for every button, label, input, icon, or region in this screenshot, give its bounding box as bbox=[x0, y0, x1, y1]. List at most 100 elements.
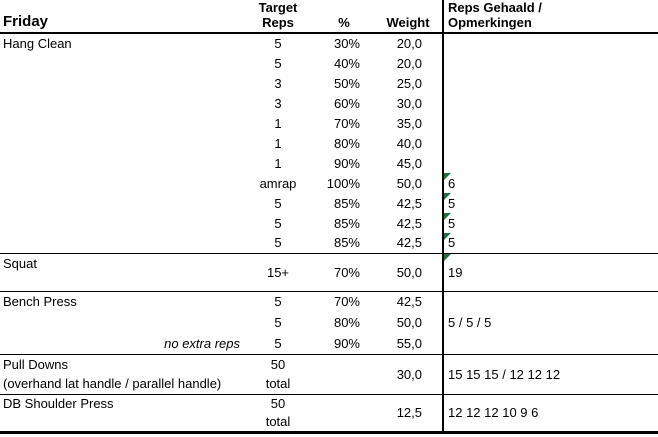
target-reps-cell[interactable]: 5 bbox=[274, 335, 282, 351]
result-cell[interactable]: 5 bbox=[442, 213, 658, 233]
target-reps-cell[interactable]: 3 bbox=[274, 95, 282, 111]
exercise-name[interactable]: Squat bbox=[0, 252, 242, 291]
percent-cell[interactable]: 90% bbox=[333, 335, 360, 351]
header-target-reps[interactable]: Target Reps bbox=[242, 0, 314, 34]
weight-cell[interactable]: 42,5 bbox=[374, 290, 443, 312]
percent-cell[interactable]: 100% bbox=[326, 175, 360, 191]
target-reps-cell[interactable]: 1 bbox=[274, 135, 282, 151]
table-row: (overhand lat handle / parallel handle) … bbox=[0, 374, 658, 394]
percent-cell[interactable]: 90% bbox=[333, 155, 360, 171]
target-reps-cell[interactable]: 1 bbox=[274, 115, 282, 131]
note-cell[interactable]: no extra reps bbox=[164, 335, 240, 351]
result-cell[interactable] bbox=[442, 73, 658, 93]
empty-cell[interactable] bbox=[0, 113, 242, 133]
target-reps-cell[interactable]: total bbox=[265, 376, 291, 392]
day-title[interactable]: Friday bbox=[0, 0, 242, 34]
weight-cell[interactable]: 42,5 bbox=[396, 215, 422, 231]
empty-cell[interactable] bbox=[0, 133, 242, 153]
target-reps-cell[interactable]: 5 bbox=[242, 290, 314, 312]
weight-cell[interactable]: 20,0 bbox=[396, 55, 422, 71]
weight-cell[interactable]: 45,0 bbox=[396, 155, 422, 171]
percent-cell[interactable] bbox=[314, 393, 374, 413]
empty-cell[interactable] bbox=[0, 213, 242, 233]
result-cell[interactable] bbox=[442, 53, 658, 73]
table-row: Pull Downs 50 30,0 15 15 15 / 12 12 12 bbox=[0, 353, 658, 394]
target-reps-cell[interactable]: 50 bbox=[242, 393, 314, 413]
weight-cell[interactable]: 20,0 bbox=[396, 36, 422, 51]
percent-cell[interactable]: 50% bbox=[333, 75, 360, 91]
empty-cell[interactable] bbox=[0, 153, 242, 173]
empty-cell[interactable] bbox=[0, 312, 242, 333]
target-reps-cell[interactable]: 5 bbox=[274, 55, 282, 71]
empty-cell[interactable] bbox=[0, 93, 242, 113]
result-cell[interactable] bbox=[442, 153, 658, 173]
weight-cell[interactable]: 25,0 bbox=[396, 75, 422, 91]
percent-cell[interactable]: 40% bbox=[333, 55, 360, 71]
percent-cell[interactable]: 85% bbox=[333, 195, 360, 211]
target-reps-cell[interactable]: 5 bbox=[274, 235, 282, 251]
target-reps-cell[interactable]: 5 bbox=[274, 315, 282, 330]
empty-cell[interactable] bbox=[0, 173, 242, 193]
result-cell[interactable]: 5 bbox=[442, 233, 658, 253]
exercise-name[interactable]: Pull Downs bbox=[0, 353, 242, 374]
percent-cell[interactable]: 80% bbox=[333, 315, 360, 330]
weight-cell[interactable]: 12,5 bbox=[374, 393, 443, 432]
percent-cell[interactable] bbox=[314, 374, 374, 394]
percent-cell[interactable]: 30% bbox=[333, 36, 360, 51]
target-reps-cell[interactable]: 5 bbox=[274, 195, 282, 211]
result-cell[interactable] bbox=[442, 93, 658, 113]
weight-cell[interactable]: 40,0 bbox=[396, 135, 422, 151]
result-cell[interactable]: 5 bbox=[442, 193, 658, 213]
result-cell[interactable]: 6 bbox=[442, 173, 658, 193]
header-reps-gehaald[interactable]: Reps Gehaald / Opmerkingen bbox=[442, 0, 658, 34]
result-cell[interactable] bbox=[442, 133, 658, 153]
exercise-name[interactable]: Hang Clean bbox=[3, 36, 72, 51]
empty-cell[interactable] bbox=[0, 413, 242, 432]
target-reps-cell[interactable]: 1 bbox=[274, 155, 282, 171]
percent-cell[interactable]: 80% bbox=[333, 135, 360, 151]
result-cell[interactable] bbox=[442, 33, 658, 53]
weight-cell[interactable]: 55,0 bbox=[396, 335, 422, 351]
weight-cell[interactable]: 30,0 bbox=[396, 95, 422, 111]
exercise-name[interactable]: DB Shoulder Press bbox=[0, 393, 242, 413]
percent-cell[interactable]: 85% bbox=[333, 215, 360, 231]
table-row: 1 80% 40,0 bbox=[0, 133, 658, 153]
percent-cell[interactable] bbox=[314, 353, 374, 374]
target-reps-cell[interactable]: 5 bbox=[274, 36, 282, 51]
weight-cell[interactable]: 42,5 bbox=[396, 235, 422, 251]
empty-cell[interactable] bbox=[0, 233, 242, 253]
target-reps-cell[interactable]: 15+ bbox=[242, 252, 314, 291]
percent-cell[interactable]: 70% bbox=[314, 290, 374, 312]
target-reps-cell[interactable]: 3 bbox=[274, 75, 282, 91]
target-reps-cell[interactable]: 50 bbox=[242, 353, 314, 374]
exercise-name[interactable]: Bench Press bbox=[0, 290, 242, 312]
result-cell[interactable]: 12 12 12 10 9 6 bbox=[442, 393, 658, 432]
weight-cell[interactable]: 50,0 bbox=[374, 252, 443, 291]
empty-cell[interactable] bbox=[0, 193, 242, 213]
result-cell[interactable]: 19 bbox=[442, 252, 658, 291]
result-cell[interactable] bbox=[442, 113, 658, 133]
result-cell[interactable]: 15 15 15 / 12 12 12 bbox=[442, 353, 658, 394]
header-weight[interactable]: Weight bbox=[374, 0, 443, 34]
weight-cell[interactable]: 50,0 bbox=[396, 175, 422, 191]
empty-cell[interactable] bbox=[0, 73, 242, 93]
exercise-subtitle[interactable]: (overhand lat handle / parallel handle) bbox=[3, 376, 222, 392]
percent-cell[interactable] bbox=[314, 413, 374, 432]
percent-cell[interactable]: 85% bbox=[333, 235, 360, 251]
target-reps-cell[interactable]: total bbox=[265, 414, 291, 430]
table-row: Bench Press 5 70% 42,5 5 / 5 / 5 bbox=[0, 290, 658, 354]
weight-cell[interactable]: 42,5 bbox=[396, 195, 422, 211]
weight-cell[interactable]: 35,0 bbox=[396, 115, 422, 131]
weight-cell[interactable]: 30,0 bbox=[374, 353, 443, 394]
target-reps-cell[interactable]: 5 bbox=[274, 215, 282, 231]
target-reps-cell[interactable]: amrap bbox=[259, 175, 297, 191]
percent-cell[interactable]: 70% bbox=[314, 252, 374, 291]
percent-cell[interactable]: 70% bbox=[333, 115, 360, 131]
header-percent[interactable]: % bbox=[314, 0, 374, 34]
table-row: 1 90% 45,0 bbox=[0, 153, 658, 173]
percent-cell[interactable]: 60% bbox=[333, 95, 360, 111]
weight-cell[interactable]: 50,0 bbox=[396, 315, 422, 330]
empty-cell[interactable] bbox=[0, 53, 242, 73]
header-target-line1: Target bbox=[258, 0, 298, 15]
result-cell[interactable]: 5 / 5 / 5 bbox=[442, 290, 658, 354]
